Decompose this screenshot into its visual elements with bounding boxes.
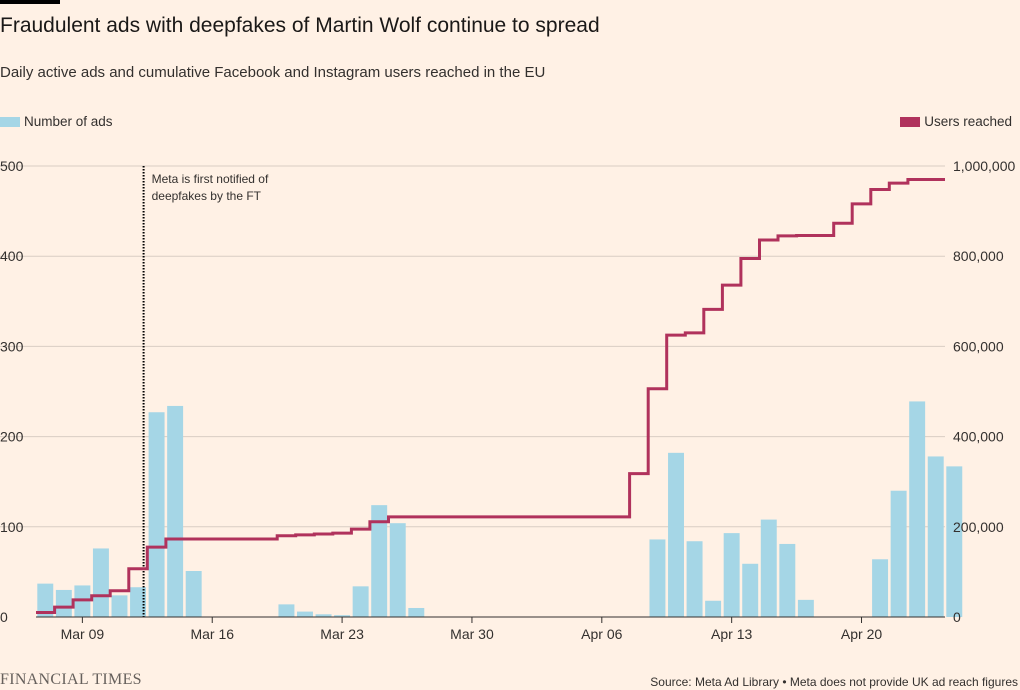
ads-bar <box>315 614 332 617</box>
ads-bar <box>278 604 295 617</box>
x-tick-label: Mar 30 <box>450 626 494 642</box>
legend-ads: Number of ads <box>0 114 113 129</box>
ads-bar <box>334 615 351 617</box>
y-left-tick-label: 200 <box>0 429 24 445</box>
ads-bar <box>686 541 703 617</box>
y-right-tick-label: 1,000,000 <box>953 158 1015 174</box>
ads-bar <box>649 539 666 617</box>
source-note: Source: Meta Ad Library • Meta does not … <box>650 675 1018 689</box>
ft-logo: FINANCIAL TIMES <box>0 671 142 688</box>
ads-bar <box>705 600 722 617</box>
ads-bar <box>371 505 388 617</box>
ads-bar <box>111 595 128 617</box>
legend-ads-swatch <box>0 116 20 127</box>
legend-users-swatch <box>900 116 921 127</box>
legend-ads-label: Number of ads <box>24 114 113 129</box>
annotation-layer: Meta is first notified of deepfakes by th… <box>142 166 269 617</box>
y-right-tick-label: 600,000 <box>953 338 1004 354</box>
ads-bar <box>909 401 926 617</box>
ads-bar <box>352 586 369 617</box>
x-tick-label: Mar 16 <box>190 626 234 642</box>
x-tick-label: Apr 06 <box>581 626 622 642</box>
ads-bar <box>946 466 963 617</box>
grid-layer <box>0 165 945 528</box>
ads-bar <box>797 599 814 617</box>
ads-bar <box>927 456 944 617</box>
ads-bar <box>130 587 147 617</box>
ads-bar <box>92 548 109 617</box>
legend-users: Users reached <box>900 114 1012 129</box>
ads-bar <box>185 570 202 617</box>
y-right-tick-label: 400,000 <box>953 429 1004 445</box>
y-left-tick-label: 100 <box>0 519 24 535</box>
ads-bar <box>760 519 777 617</box>
ads-bar <box>742 563 759 617</box>
x-tick-label: Apr 20 <box>841 626 882 642</box>
ads-bar <box>779 543 796 617</box>
ads-bar <box>668 452 684 617</box>
x-tick-label: Mar 23 <box>320 626 364 642</box>
users-line-layer <box>36 178 945 614</box>
ads-bars <box>37 401 963 617</box>
x-tick-label: Mar 09 <box>61 626 105 642</box>
ads-bar <box>37 583 54 617</box>
y-left-tick-label: 300 <box>0 338 24 354</box>
y-left-tick-label: 0 <box>0 609 8 625</box>
ads-bar <box>389 523 406 617</box>
ads-bar <box>297 611 313 617</box>
chart-subtitle: Daily active ads and cumulative Facebook… <box>0 64 546 81</box>
ads-bar <box>872 559 889 617</box>
ads-bar <box>723 533 740 617</box>
annotation-line-text: deepfakes by the FT <box>152 189 262 203</box>
axis-layer: 0 100 200 300 400 500 0 200,000 400,000 600,000 80… <box>0 158 1015 642</box>
annotation-text: Meta is first notified of deepfakes by th… <box>152 172 269 203</box>
legend-users-label: Users reached <box>924 114 1012 129</box>
annotation-line-text: Meta is first notified of <box>152 172 269 186</box>
y-left-tick-label: 400 <box>0 248 24 264</box>
x-tick-label: Apr 13 <box>711 626 752 642</box>
ads-bar <box>167 405 184 617</box>
ads-bar <box>55 589 72 617</box>
ads-bar <box>408 607 425 617</box>
ads-bar <box>148 412 165 617</box>
y-right-tick-label: 800,000 <box>953 248 1004 264</box>
users-reached-line <box>36 178 945 614</box>
ads-bar <box>890 490 907 617</box>
y-right-tick-label: 0 <box>953 609 961 625</box>
top-accent-bar <box>0 0 60 4</box>
y-left-tick-label: 500 <box>0 158 24 174</box>
y-right-tick-label: 200,000 <box>953 519 1004 535</box>
chart-title: Fraudulent ads with deepfakes of Martin … <box>0 14 600 37</box>
